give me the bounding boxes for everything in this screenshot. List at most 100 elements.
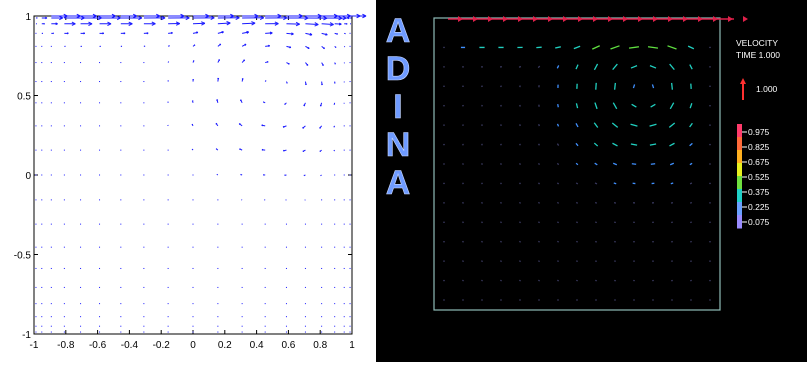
velocity-vector: [690, 183, 692, 184]
velocity-arrow: [168, 316, 169, 317]
velocity-arrow: [168, 46, 169, 47]
color-scale-segment: [737, 202, 742, 216]
velocity-arrow: [64, 224, 65, 225]
velocity-arrow: [64, 247, 65, 248]
velocity-arrow: [350, 33, 351, 34]
velocity-arrow: [35, 268, 36, 269]
velocity-arrow: [168, 287, 169, 288]
velocity-vector: [594, 123, 598, 128]
lid-arrowhead: [698, 16, 703, 22]
velocity-vector: [690, 65, 692, 70]
y-tick-label: 0.5: [17, 92, 31, 103]
color-scale-label: 0.375: [748, 187, 770, 197]
velocity-vector: [690, 163, 692, 164]
velocity-arrow: [242, 326, 243, 327]
velocity-vector: [576, 163, 578, 165]
velocity-arrow: [242, 316, 243, 317]
velocity-arrow: [80, 199, 81, 200]
velocity-arrow: [99, 62, 100, 63]
velocity-arrow: [35, 332, 36, 333]
x-tick-label: -0.4: [121, 340, 139, 351]
velocity-arrow: [334, 303, 335, 304]
velocity-arrow: [321, 287, 322, 288]
velocity-vector: [595, 183, 597, 184]
velocity-arrow: [41, 199, 42, 200]
velocity-arrows: [443, 46, 711, 300]
velocity-arrow: [143, 175, 144, 176]
velocity-arrow: [81, 33, 85, 34]
velocity-vector: [612, 123, 617, 127]
velocity-arrow: [120, 224, 121, 225]
velocity-vector: [557, 280, 558, 281]
velocity-arrow: [99, 125, 100, 126]
velocity-vector: [594, 143, 597, 146]
velocity-arrow: [286, 287, 287, 288]
velocity-arrow: [305, 268, 306, 269]
velocity-arrow: [350, 81, 351, 82]
color-scale-segment: [737, 137, 742, 151]
color-scale-label: 0.975: [748, 127, 770, 137]
velocity-vector: [500, 86, 501, 87]
velocity-arrow: [35, 316, 36, 317]
velocity-arrow: [286, 247, 287, 248]
velocity-arrow: [64, 33, 68, 34]
velocity-arrow: [242, 268, 243, 269]
velocity-arrow: [193, 303, 194, 304]
velocity-arrow: [265, 81, 266, 82]
color-scale-label: 0.225: [748, 202, 770, 212]
lid-arrowhead: [533, 16, 538, 22]
velocity-arrow: [143, 62, 144, 63]
velocity-arrow: [334, 316, 335, 317]
velocity-vector: [538, 183, 539, 184]
velocity-vector: [576, 123, 578, 127]
y-tick-label: 0: [25, 171, 31, 182]
velocity-vector: [557, 183, 558, 184]
x-tick-label: 0.2: [218, 340, 232, 351]
lid-arrowhead: [518, 16, 523, 22]
velocity-vector: [631, 144, 637, 145]
velocity-vector: [611, 46, 620, 49]
velocity-arrow: [41, 81, 42, 82]
velocity-arrow: [143, 81, 144, 82]
velocity-vector: [592, 46, 599, 49]
velocity-vector: [670, 163, 674, 164]
velocity-vector: [690, 203, 692, 204]
velocity-vector: [670, 103, 673, 109]
velocity-arrow: [35, 287, 36, 288]
velocity-arrow: [265, 332, 266, 333]
velocity-vector: [463, 183, 464, 184]
velocity-arrow: [265, 326, 266, 327]
velocity-vector: [519, 66, 521, 67]
velocity-arrow: [344, 125, 345, 126]
velocity-arrow: [193, 199, 194, 200]
velocity-arrow: [192, 101, 193, 103]
velocity-arrow: [344, 247, 345, 248]
velocity-vector: [668, 46, 677, 49]
velocity-arrow: [286, 326, 287, 327]
velocity-arrow: [64, 175, 65, 176]
velocity-arrow: [350, 332, 351, 333]
velocity-vector: [482, 105, 483, 106]
lid-arrowhead: [473, 16, 478, 22]
color-scale-segment: [737, 124, 742, 138]
velocity-vector: [463, 241, 464, 242]
velocity-arrow: [217, 287, 218, 288]
velocity-arrow: [334, 150, 335, 151]
velocity-arrow: [321, 247, 322, 248]
velocity-arrow: [99, 316, 100, 317]
velocity-arrow: [99, 332, 100, 333]
velocity-arrow: [41, 224, 42, 225]
velocity-arrow: [242, 224, 243, 225]
velocity-arrow: [41, 102, 42, 103]
reference-value: 1.000: [756, 84, 778, 94]
velocity-arrow: [64, 125, 65, 126]
velocity-arrow: [120, 125, 121, 126]
velocity-vector: [651, 164, 655, 165]
velocity-vector: [481, 261, 482, 262]
reference-arrowhead: [740, 78, 746, 84]
velocity-arrow: [51, 175, 52, 176]
velocity-arrow: [344, 150, 345, 151]
velocity-arrow: [344, 199, 345, 200]
velocity-arrow: [120, 268, 121, 269]
velocity-arrow: [35, 33, 36, 34]
